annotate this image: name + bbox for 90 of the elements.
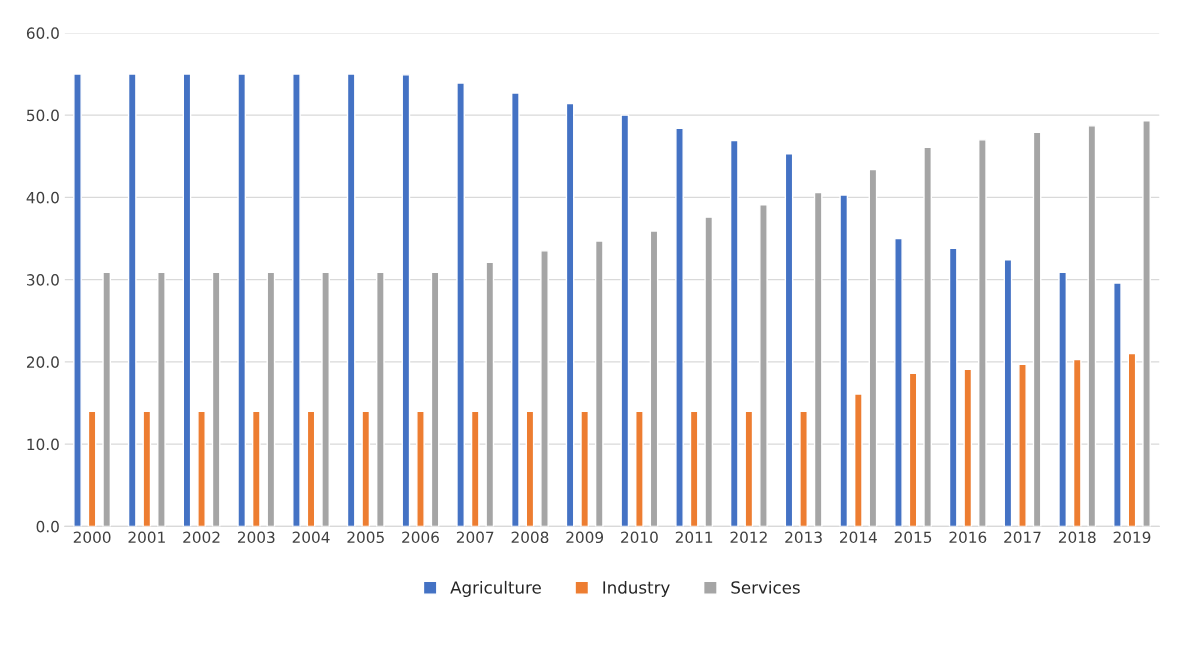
y-tick-label: 20.0 bbox=[26, 356, 59, 368]
bar bbox=[580, 410, 590, 527]
bar bbox=[1087, 125, 1097, 527]
bar bbox=[157, 271, 166, 527]
bar bbox=[839, 194, 849, 527]
bar bbox=[948, 247, 958, 527]
bar bbox=[127, 73, 137, 527]
bar bbox=[376, 271, 385, 527]
x-tick-label: 2010 bbox=[621, 531, 658, 544]
bar bbox=[182, 73, 192, 527]
bar bbox=[675, 127, 684, 527]
x-tick-label: 2004 bbox=[292, 531, 330, 544]
legend-label: Industry bbox=[603, 580, 670, 598]
y-tick-label: 50.0 bbox=[27, 109, 59, 122]
bar bbox=[1003, 259, 1013, 527]
bar bbox=[894, 237, 903, 527]
bar bbox=[456, 82, 465, 527]
bar bbox=[759, 204, 768, 527]
bar bbox=[963, 368, 973, 527]
bar bbox=[470, 410, 480, 527]
bar bbox=[1018, 363, 1027, 527]
x-tick-label: 2007 bbox=[456, 531, 494, 544]
bar bbox=[401, 74, 411, 527]
bar bbox=[485, 261, 495, 527]
bar bbox=[1142, 120, 1151, 527]
y-tick-label: 0.0 bbox=[36, 520, 59, 533]
legend-label: Agriculture bbox=[450, 580, 541, 598]
x-tick-label: 2017 bbox=[1004, 531, 1041, 544]
bar bbox=[649, 230, 659, 527]
bar bbox=[729, 139, 739, 527]
x-tick-label: 2001 bbox=[128, 531, 165, 544]
bar bbox=[799, 410, 808, 527]
bar bbox=[1058, 271, 1067, 527]
bar bbox=[306, 410, 316, 527]
x-tick-label: 2006 bbox=[402, 531, 439, 544]
bar bbox=[923, 146, 932, 527]
bar bbox=[511, 92, 520, 527]
bar bbox=[784, 153, 794, 527]
x-tick-label: 2019 bbox=[1113, 531, 1151, 544]
x-tick-label: 2009 bbox=[566, 531, 604, 544]
bar bbox=[211, 271, 221, 527]
x-tick-label: 2018 bbox=[1058, 531, 1096, 544]
bar bbox=[1127, 352, 1137, 527]
x-tick-label: 2011 bbox=[675, 531, 713, 544]
bar bbox=[620, 114, 630, 527]
x-tick-label: 2000 bbox=[73, 531, 111, 544]
bar bbox=[1032, 131, 1042, 527]
bar bbox=[1072, 358, 1082, 527]
bar bbox=[292, 73, 301, 527]
bar bbox=[594, 240, 604, 527]
bar bbox=[266, 271, 276, 527]
bar bbox=[251, 410, 261, 527]
bar bbox=[197, 410, 206, 527]
bar bbox=[102, 271, 112, 527]
bar bbox=[416, 410, 425, 527]
bar bbox=[744, 410, 754, 527]
bar bbox=[346, 73, 356, 527]
bar bbox=[853, 393, 863, 527]
bar bbox=[237, 73, 247, 527]
bar bbox=[87, 410, 97, 527]
bar bbox=[704, 216, 714, 527]
bar bbox=[73, 73, 82, 527]
x-tick-label: 2002 bbox=[183, 531, 220, 544]
y-tick-label: 10.0 bbox=[27, 438, 59, 451]
bar bbox=[868, 168, 878, 527]
bar bbox=[525, 410, 535, 527]
bar bbox=[813, 191, 823, 527]
x-tick-label: 2008 bbox=[511, 531, 549, 544]
x-tick-label: 2005 bbox=[347, 531, 384, 544]
legend-label: Services bbox=[731, 580, 800, 594]
y-tick-label: 30.0 bbox=[27, 274, 59, 286]
bar bbox=[1113, 282, 1122, 527]
bar bbox=[978, 139, 987, 527]
x-tick-label: 2015 bbox=[894, 531, 932, 544]
bar bbox=[361, 410, 371, 527]
bar bbox=[565, 102, 575, 527]
x-tick-label: 2003 bbox=[237, 531, 275, 544]
x-tick-label: 2016 bbox=[949, 531, 987, 544]
x-tick-label: 2014 bbox=[840, 531, 877, 544]
bar bbox=[142, 410, 152, 527]
y-tick-label: 60.0 bbox=[26, 27, 59, 39]
bar bbox=[540, 250, 549, 527]
bar bbox=[908, 372, 918, 527]
bar bbox=[430, 271, 440, 527]
x-tick-label: 2012 bbox=[730, 531, 767, 544]
bar bbox=[321, 271, 330, 527]
bar bbox=[635, 410, 644, 527]
y-tick-label: 40.0 bbox=[26, 191, 59, 204]
x-tick-label: 2013 bbox=[785, 531, 822, 544]
bar bbox=[689, 410, 699, 527]
